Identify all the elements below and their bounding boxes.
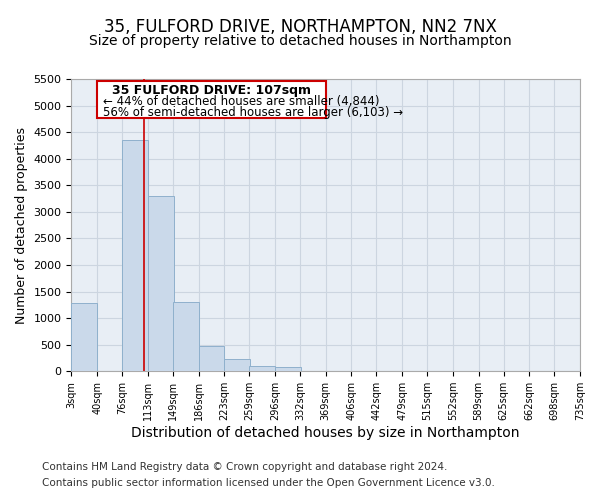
X-axis label: Distribution of detached houses by size in Northampton: Distribution of detached houses by size … (131, 426, 520, 440)
Bar (199, 346, 224, 371)
Bar (148, 196, 173, 371)
Y-axis label: Number of detached properties: Number of detached properties (15, 126, 28, 324)
Text: Contains HM Land Registry data © Crown copyright and database right 2024.: Contains HM Land Registry data © Crown c… (42, 462, 448, 472)
Bar (71, 304, 97, 371)
Bar (173, 302, 199, 371)
Bar (275, 367, 301, 371)
Bar (224, 359, 250, 371)
Text: 35, FULFORD DRIVE, NORTHAMPTON, NN2 7NX: 35, FULFORD DRIVE, NORTHAMPTON, NN2 7NX (104, 18, 496, 36)
Text: Size of property relative to detached houses in Northampton: Size of property relative to detached ho… (89, 34, 511, 48)
Bar (249, 366, 275, 371)
Text: ← 44% of detached houses are smaller (4,844): ← 44% of detached houses are smaller (4,… (103, 96, 379, 108)
Text: 56% of semi-detached houses are larger (6,103) →: 56% of semi-detached houses are larger (… (103, 106, 403, 119)
FancyBboxPatch shape (97, 80, 326, 118)
Text: 35 FULFORD DRIVE: 107sqm: 35 FULFORD DRIVE: 107sqm (112, 84, 311, 98)
Text: Contains public sector information licensed under the Open Government Licence v3: Contains public sector information licen… (42, 478, 495, 488)
Bar (122, 140, 148, 371)
